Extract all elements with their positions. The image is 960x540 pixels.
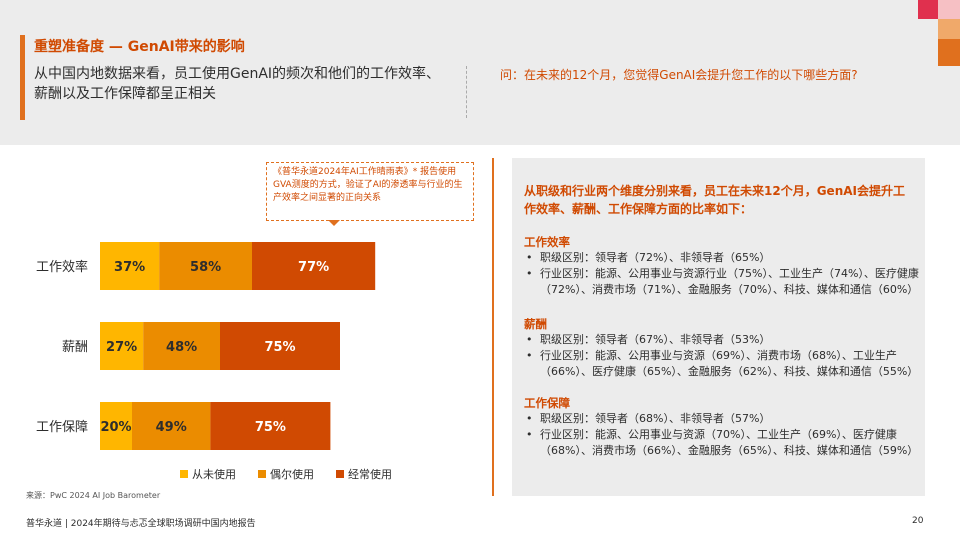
data-label: 48% <box>166 340 197 355</box>
stacked-bar-chart: 工作效率 37% 58% 77% 薪酬 27% 48% 75% 工作保障 20% 49% 75% <box>36 242 376 450</box>
list-item: 职级区别：领导者（72%）、非领导者（65%） <box>524 250 919 266</box>
data-label: 58% <box>190 260 221 275</box>
legend-label: 偶尔使用 <box>270 468 314 481</box>
legend-item: 从未使用 <box>180 466 236 482</box>
category-label: 薪酬 <box>62 340 88 355</box>
detail-panel: 从职级和行业两个维度分别来看，员工在未来12个月，GenAI会提升工作效率、薪酬… <box>512 158 925 496</box>
panel-intro: 从职级和行业两个维度分别来看，员工在未来12个月，GenAI会提升工作效率、薪酬… <box>524 184 905 216</box>
panel-divider-line <box>492 158 494 496</box>
section-title: 重塑准备度 — GenAI带来的影响 <box>34 39 245 55</box>
title-accent-bar <box>20 35 25 120</box>
block-heading-efficiency: 工作效率 <box>524 235 570 249</box>
category-label: 工作效率 <box>36 259 88 275</box>
data-label: 37% <box>114 260 145 275</box>
legend-label: 经常使用 <box>348 468 392 481</box>
header-band <box>0 0 960 145</box>
category-label: 工作保障 <box>36 420 88 435</box>
data-label: 20% <box>100 420 131 435</box>
page-subtitle: 从中国内地数据来看，员工使用GenAI的频次和他们的工作效率、薪酬以及工作保障都… <box>34 66 441 102</box>
data-label: 75% <box>255 420 286 435</box>
list-item: 职级区别：领导者（67%）、非领导者（53%） <box>524 332 919 348</box>
data-label: 27% <box>106 340 137 355</box>
job-security-block: 工作保障 职级区别：领导者（68%）、非领导者（57%） 行业区别：能源、公用事… <box>524 395 919 459</box>
corner-decoration-orange <box>938 39 960 66</box>
header-divider <box>466 66 467 118</box>
bar-segment <box>143 322 220 370</box>
source-note: 来源：PwC 2024 AI Job Barometer <box>26 491 161 500</box>
corner-decoration-pink <box>938 0 960 19</box>
note-arrow <box>328 220 340 226</box>
bar-segment <box>100 242 160 290</box>
legend-swatch <box>336 470 344 478</box>
bar-segment <box>210 402 331 450</box>
chart-legend: 从未使用 偶尔使用 经常使用 <box>180 466 392 482</box>
data-label: 75% <box>264 340 295 355</box>
list-item: 行业区别：能源、公用事业与资源（70%）、工业生产（69%）、医疗健康（68%）… <box>524 427 919 459</box>
legend-item: 偶尔使用 <box>258 466 314 482</box>
corner-decoration-light-orange <box>938 19 960 39</box>
bar-segment <box>132 402 211 450</box>
corner-decoration-red <box>918 0 938 19</box>
footer-text: 普华永道 | 2024年期待与忐忑全球职场调研中国内地报告 <box>26 519 256 529</box>
list-item: 行业区别：能源、公用事业与资源行业（75%）、工业生产（74%）、医疗健康（72… <box>524 266 919 298</box>
bar-segment <box>159 242 252 290</box>
block-heading-salary: 薪酬 <box>524 317 547 331</box>
bar-segment <box>220 322 340 370</box>
efficiency-block: 工作效率 职级区别：领导者（72%）、非领导者（65%） 行业区别：能源、公用事… <box>524 234 919 298</box>
legend-swatch <box>258 470 266 478</box>
bar-segment <box>100 322 144 370</box>
list-item: 职级区别：领导者（68%）、非领导者（57%） <box>524 411 919 427</box>
gva-note: 《普华永道2024年AI工作晴雨表》* 报告使用GVA测度的方式，验证了AI的渗… <box>266 162 474 221</box>
salary-block: 薪酬 职级区别：领导者（67%）、非领导者（53%） 行业区别：能源、公用事业与… <box>524 316 919 380</box>
block-heading-job-security: 工作保障 <box>524 396 570 410</box>
list-item: 行业区别：能源、公用事业与资源（69%）、消费市场（68%）、工业生产（66%）… <box>524 348 919 380</box>
legend-label: 从未使用 <box>192 468 236 481</box>
page-number: 20 <box>912 516 924 526</box>
data-label: 77% <box>298 260 329 275</box>
legend-item: 经常使用 <box>336 466 392 482</box>
bar-segment <box>100 402 132 450</box>
legend-swatch <box>180 470 188 478</box>
data-label: 49% <box>156 420 187 435</box>
bar-segment <box>252 242 376 290</box>
survey-question: 问：在未来的12个月，您觉得GenAI会提升您工作的以下哪些方面? <box>500 68 858 82</box>
